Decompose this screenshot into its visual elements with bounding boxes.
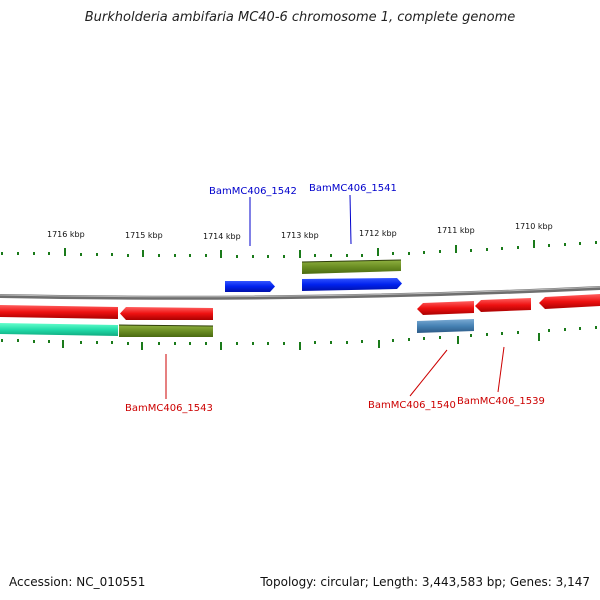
tick-label-1710: 1710 kbp	[515, 222, 553, 231]
tick-label-1714: 1714 kbp	[203, 232, 241, 241]
genome-summary-text: Topology: circular; Length: 3,443,583 bp…	[260, 575, 590, 589]
olive-feature-upper-outline	[301, 259, 402, 263]
tick-label-1712: 1712 kbp	[359, 229, 397, 238]
map-title: Burkholderia ambifaria MC40-6 chromosome…	[84, 10, 516, 25]
red-feature-1543-arrow[interactable]	[120, 307, 213, 320]
accession-text: Accession: NC_010551	[9, 575, 146, 589]
olive-feature-upper[interactable]	[302, 260, 401, 274]
gene-feature-1542[interactable]	[225, 281, 275, 292]
tick-label-1715: 1715 kbp	[125, 231, 163, 240]
red-feature-left[interactable]	[0, 305, 118, 319]
teal-feature[interactable]	[0, 323, 118, 336]
gene-feature-1543[interactable]	[119, 325, 213, 337]
gene-feature-1541[interactable]	[302, 278, 402, 291]
gene-feature-1540[interactable]	[417, 319, 474, 333]
red-feature-1540[interactable]	[417, 301, 474, 315]
chromosome-backbone-highlight	[0, 286, 600, 298]
red-feature-right[interactable]	[539, 294, 600, 309]
chromosome-backbone	[0, 286, 600, 300]
tick-label-1716: 1716 kbp	[47, 230, 85, 239]
gene-label-1539[interactable]: BamMC406_1539	[457, 396, 545, 407]
leader-line-1539	[497, 346, 505, 393]
tick-label-1711: 1711 kbp	[437, 226, 475, 235]
gene-feature-1543-outline	[118, 324, 214, 327]
inner-tick-ring	[1, 326, 597, 350]
gene-label-1540[interactable]: BamMC406_1540	[368, 400, 456, 411]
outer-tick-ring	[1, 240, 597, 258]
gene-label-1543[interactable]: BamMC406_1543	[125, 403, 213, 414]
tick-label-1713: 1713 kbp	[281, 231, 319, 240]
gene-feature-1539[interactable]	[475, 298, 531, 312]
gene-label-1541[interactable]: BamMC406_1541	[309, 183, 397, 194]
leader-line-1540	[409, 349, 448, 397]
gene-label-1542[interactable]: BamMC406_1542	[209, 186, 297, 197]
leader-line-1541	[349, 194, 352, 245]
